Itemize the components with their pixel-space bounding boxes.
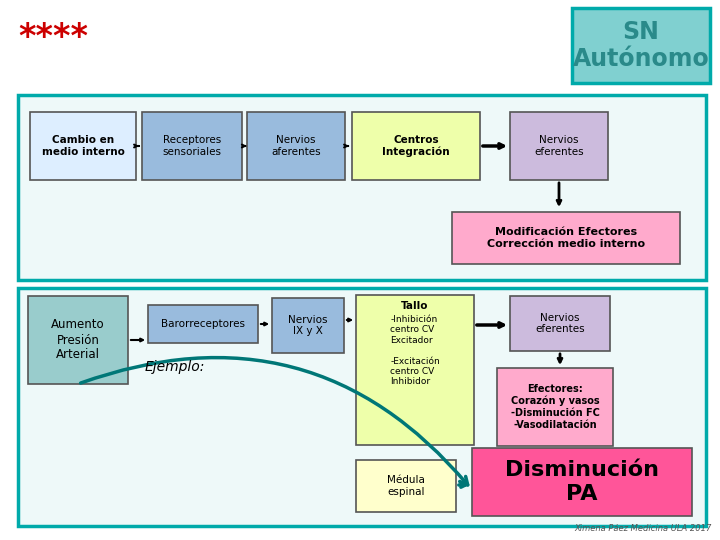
FancyBboxPatch shape	[30, 112, 136, 180]
FancyBboxPatch shape	[247, 112, 345, 180]
Text: Aumento
Presión
Arterial: Aumento Presión Arterial	[51, 319, 105, 361]
FancyBboxPatch shape	[572, 8, 710, 83]
Text: Nervios
eferentes: Nervios eferentes	[534, 135, 584, 157]
FancyBboxPatch shape	[510, 112, 608, 180]
FancyBboxPatch shape	[452, 212, 680, 264]
Text: Ejemplo:: Ejemplo:	[145, 360, 205, 374]
Text: -Inhibición
centro CV
Excitador

-Excitación
centro CV
Inhibidor: -Inhibición centro CV Excitador -Excitac…	[390, 315, 440, 387]
FancyBboxPatch shape	[356, 460, 456, 512]
Text: Disminución
PA: Disminución PA	[505, 461, 659, 504]
FancyArrowPatch shape	[81, 357, 468, 485]
Text: Nervios
eferentes: Nervios eferentes	[535, 313, 585, 334]
Text: ****: ****	[18, 22, 88, 55]
Text: Nervios
aferentes: Nervios aferentes	[271, 135, 321, 157]
Text: Nervios
IX y X: Nervios IX y X	[288, 315, 328, 336]
Text: Ximena Páez Medicina ULA 2017: Ximena Páez Medicina ULA 2017	[575, 524, 712, 533]
Text: Cambio en
medio interno: Cambio en medio interno	[42, 135, 125, 157]
FancyBboxPatch shape	[18, 288, 706, 526]
Text: Centros
Integración: Centros Integración	[382, 135, 450, 157]
FancyBboxPatch shape	[142, 112, 242, 180]
FancyBboxPatch shape	[472, 448, 692, 516]
Text: Tallo: Tallo	[401, 301, 428, 311]
FancyBboxPatch shape	[497, 368, 613, 446]
Text: Modificación Efectores
Corrección medio interno: Modificación Efectores Corrección medio …	[487, 227, 645, 249]
FancyBboxPatch shape	[352, 112, 480, 180]
Text: SN
Autónomo: SN Autónomo	[572, 19, 709, 71]
Text: Receptores
sensoriales: Receptores sensoriales	[163, 135, 222, 157]
FancyBboxPatch shape	[28, 296, 128, 384]
Text: Médula
espinal: Médula espinal	[387, 475, 425, 497]
FancyBboxPatch shape	[18, 95, 706, 280]
FancyBboxPatch shape	[148, 305, 258, 343]
Text: Efectores:
Corazón y vasos
-Disminución FC
-Vasodilatación: Efectores: Corazón y vasos -Disminución …	[510, 384, 600, 430]
FancyBboxPatch shape	[356, 295, 474, 445]
FancyBboxPatch shape	[510, 296, 610, 351]
Text: Barorreceptores: Barorreceptores	[161, 319, 245, 329]
FancyBboxPatch shape	[272, 298, 344, 353]
